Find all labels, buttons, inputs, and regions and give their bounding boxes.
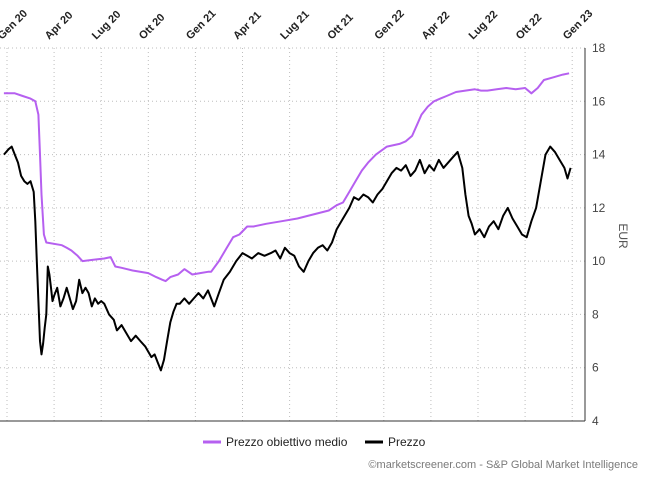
y-tick-label: 18 (592, 41, 606, 55)
y-tick-label: 8 (592, 307, 599, 321)
x-tick-label: Ott 21 (325, 12, 356, 43)
y-tick-label: 14 (592, 148, 606, 162)
axes (0, 48, 586, 422)
legend-label-target-price: Prezzo obiettivo medio (226, 435, 348, 449)
credit-text: ©marketscreener.com - S&P Global Market … (368, 459, 638, 471)
y-tick-label: 4 (592, 414, 599, 428)
x-tick-label: Gen 20 (0, 8, 30, 42)
y-tick-label: 6 (592, 361, 599, 375)
y-tick-label: 16 (592, 94, 606, 108)
x-tick-label: Lug 22 (467, 9, 501, 43)
x-tick-label: Ott 20 (137, 12, 168, 43)
grid-lines (0, 47, 585, 421)
y-axis-label: EUR (616, 223, 630, 249)
x-tick-label: Apr 21 (231, 9, 264, 42)
y-tick-label: 10 (592, 254, 606, 268)
y-tick-labels: 4 6 8 10 12 14 16 18 (592, 41, 606, 428)
series-layer (3, 72, 572, 372)
x-tick-label: Gen 23 (561, 8, 595, 42)
x-tick-label: Apr 22 (420, 9, 453, 42)
y-tick-label: 12 (592, 201, 606, 215)
series-line-price (3, 145, 572, 372)
legend-label-price: Prezzo (388, 435, 426, 449)
x-tick-labels: Gen 20 Apr 20 Lug 20 Ott 20 Gen 21 Apr 21 Lug … (0, 8, 595, 42)
x-tick-label: Lug 20 (90, 9, 124, 43)
x-tick-label: Ott 22 (514, 12, 545, 43)
legend: Prezzo obiettivo medio Prezzo (203, 435, 426, 449)
x-tick-label: Gen 22 (372, 8, 406, 42)
x-tick-label: Gen 21 (184, 8, 218, 42)
x-tick-label: Apr 20 (43, 9, 76, 42)
x-tick-label: Lug 21 (278, 9, 312, 43)
series-line-target-price (3, 72, 570, 283)
